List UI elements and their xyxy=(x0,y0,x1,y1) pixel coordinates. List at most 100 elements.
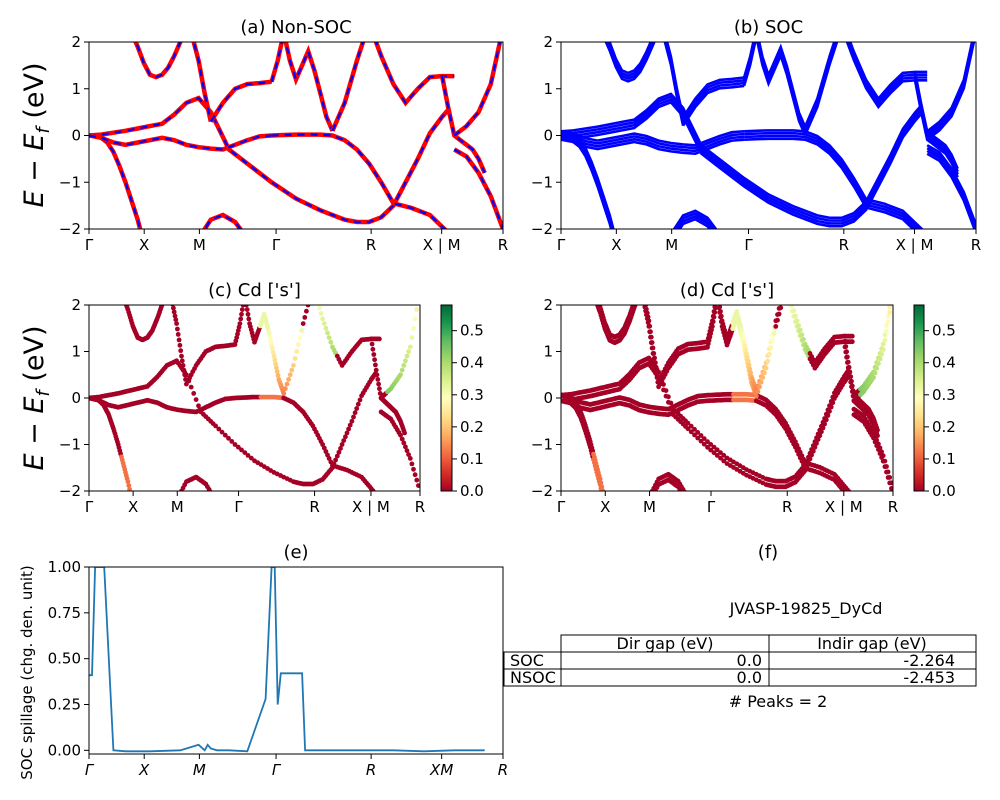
band-point xyxy=(811,560,816,565)
band-point xyxy=(801,560,806,565)
band-point xyxy=(712,539,717,544)
band-point xyxy=(842,560,847,565)
band-point xyxy=(302,315,308,320)
y-tick-label: 2 xyxy=(71,33,81,51)
band-point xyxy=(305,305,311,308)
band-point xyxy=(169,296,174,301)
band-point xyxy=(850,566,855,571)
band-point xyxy=(412,472,418,478)
band-point xyxy=(771,331,777,336)
band-point xyxy=(161,298,166,303)
band-point xyxy=(231,395,236,401)
band-point xyxy=(416,483,420,488)
band-point xyxy=(885,319,891,325)
band-point xyxy=(770,337,775,343)
band-point xyxy=(611,529,616,534)
band-point xyxy=(707,539,712,544)
band-point xyxy=(812,444,818,450)
band-point xyxy=(634,298,639,303)
band-point xyxy=(641,294,646,299)
y-tick-label: −1 xyxy=(531,436,553,454)
band-point xyxy=(638,289,643,294)
band-point xyxy=(233,535,238,540)
soc-band-line xyxy=(803,42,928,128)
band-point xyxy=(270,558,275,563)
peaks-label: # Peaks = 2 xyxy=(729,692,828,711)
band-point xyxy=(760,375,766,380)
band-point xyxy=(850,560,855,565)
band-point xyxy=(804,566,809,571)
soc-band-line xyxy=(926,144,976,226)
band-line-red xyxy=(452,42,503,138)
band-point xyxy=(245,453,251,458)
band-point xyxy=(169,298,174,303)
y-tick-label: −1 xyxy=(531,173,553,191)
band-point xyxy=(701,441,707,447)
band-point xyxy=(713,540,718,545)
band-point xyxy=(757,384,762,390)
band-point xyxy=(775,566,780,571)
band-point xyxy=(819,429,824,435)
band-point xyxy=(272,558,277,563)
band-point xyxy=(193,397,199,402)
colorbar-tick-label: 0.1 xyxy=(460,450,484,468)
colorbar-tick-label: 0.3 xyxy=(460,386,484,404)
band-point xyxy=(765,566,770,571)
band-point xyxy=(599,484,605,490)
colorbar-tick-label: 0.5 xyxy=(460,322,484,340)
band-point xyxy=(244,545,249,550)
band-line-blue-dashed xyxy=(209,80,272,123)
band-point xyxy=(635,296,640,301)
x-tick-label: R xyxy=(366,761,376,779)
band-point xyxy=(145,544,150,549)
band-point xyxy=(689,501,694,506)
band-point xyxy=(710,319,716,325)
band-point xyxy=(223,517,228,522)
band-point xyxy=(751,564,756,569)
band-point xyxy=(121,293,126,298)
band-point xyxy=(352,410,358,416)
band-point xyxy=(640,298,645,303)
band-point xyxy=(268,338,274,343)
band-point xyxy=(638,516,643,521)
band-point xyxy=(142,538,147,543)
band-point xyxy=(889,295,894,300)
band-point xyxy=(595,298,600,303)
panel-c: (c) Cd ['s'] Γ X M Γ R X | M R 2 1 0 −1 −2 xyxy=(59,280,425,563)
band-point xyxy=(767,566,772,571)
band-point xyxy=(216,426,222,432)
band-point xyxy=(810,448,816,454)
band-point xyxy=(819,566,824,571)
band-point xyxy=(837,566,842,571)
band-point xyxy=(743,347,749,352)
band-point xyxy=(163,293,168,298)
band-point xyxy=(625,534,630,539)
band-point xyxy=(723,546,728,551)
band-point xyxy=(699,520,704,525)
band-point xyxy=(705,439,710,445)
band-point xyxy=(825,413,831,418)
band-point xyxy=(297,335,303,340)
band-point xyxy=(695,519,700,524)
band-point xyxy=(783,566,788,571)
x-tick-label: R xyxy=(366,236,376,254)
band-point xyxy=(762,370,767,376)
band-point xyxy=(594,298,599,303)
soc-band-line xyxy=(561,132,716,229)
band-point xyxy=(654,369,660,375)
band-point xyxy=(875,427,880,433)
band-point xyxy=(884,323,889,328)
y-tick-label: 0.75 xyxy=(48,604,81,622)
band-line-red xyxy=(269,42,335,132)
band-point xyxy=(220,510,225,515)
colorbar-tick-label: 0.2 xyxy=(460,418,484,436)
band-point xyxy=(797,327,803,333)
band-point xyxy=(159,305,165,308)
band-point xyxy=(715,542,720,547)
band-point xyxy=(842,566,847,571)
band-point xyxy=(609,526,614,531)
colorbar-tick-label: 0.1 xyxy=(932,450,956,468)
band-point xyxy=(785,292,790,297)
band-point xyxy=(756,566,761,571)
band-point xyxy=(637,519,642,524)
